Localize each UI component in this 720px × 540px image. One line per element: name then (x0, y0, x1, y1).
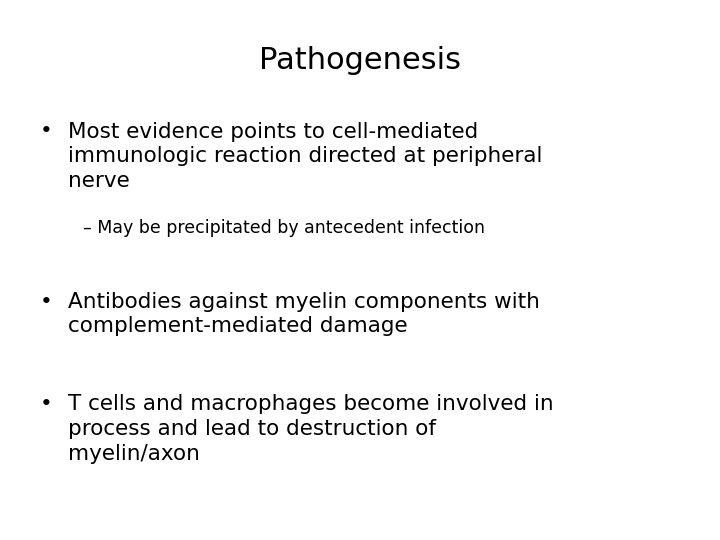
Text: Most evidence points to cell-mediated
immunologic reaction directed at periphera: Most evidence points to cell-mediated im… (68, 122, 543, 191)
Text: Antibodies against myelin components with
complement-mediated damage: Antibodies against myelin components wit… (68, 292, 540, 336)
Text: T cells and macrophages become involved in
process and lead to destruction of
my: T cells and macrophages become involved … (68, 394, 554, 464)
Text: – May be precipitated by antecedent infection: – May be precipitated by antecedent infe… (83, 219, 485, 237)
Text: •: • (40, 122, 53, 141)
Text: Pathogenesis: Pathogenesis (259, 46, 461, 75)
Text: •: • (40, 292, 53, 312)
Text: •: • (40, 394, 53, 414)
